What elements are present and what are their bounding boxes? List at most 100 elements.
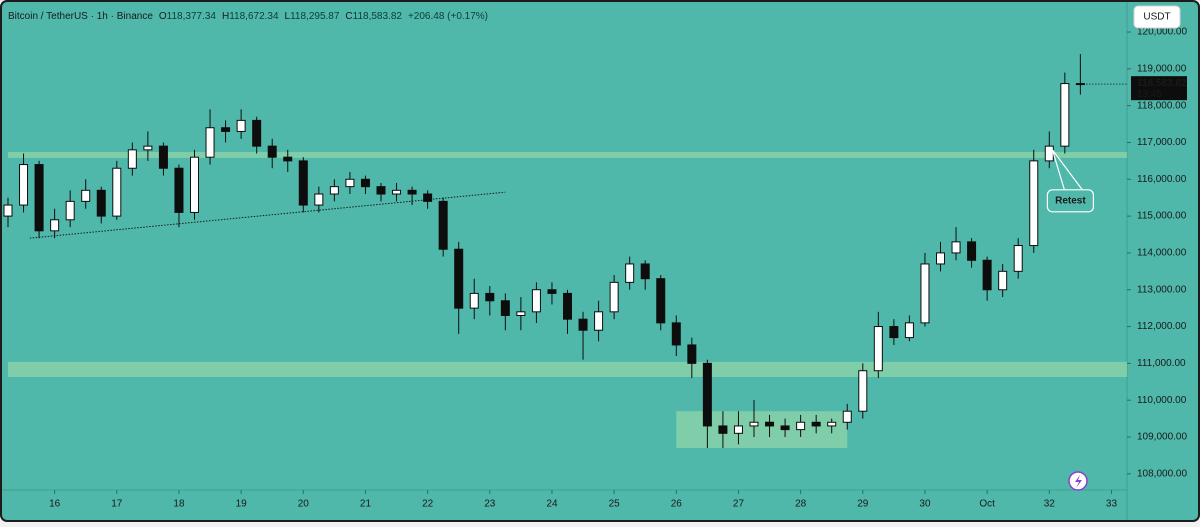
candle-body — [733, 425, 743, 434]
y-tick-label: 117,000.00 — [1137, 137, 1187, 148]
candle-body — [765, 421, 775, 427]
y-tick-label: 111,000.00 — [1137, 358, 1186, 369]
x-tick-label: 16 — [49, 499, 61, 510]
candle-body — [438, 200, 448, 250]
candle-body — [127, 149, 137, 169]
candle-body — [796, 421, 806, 431]
candles — [3, 54, 1085, 449]
x-tick-label: 19 — [236, 499, 248, 510]
candle-body — [749, 421, 759, 427]
sr-zone — [8, 361, 1127, 377]
axes: 108,000.00 109,000.00 110,000.00 111,000.00… — [49, 27, 1187, 510]
y-tick-label: 109,000.00 — [1137, 432, 1187, 443]
candle-body — [920, 263, 930, 324]
candle-body — [407, 189, 417, 195]
candle-body — [3, 204, 13, 217]
ohlc-value: 118,583.82 — [353, 11, 403, 22]
candle-body — [283, 156, 293, 162]
candle-body — [609, 281, 619, 313]
candle-body — [563, 292, 572, 320]
ohlc-label: H — [222, 11, 229, 22]
y-tick-label: 119,000.00 — [1137, 63, 1187, 74]
x-tick-label: 32 — [1044, 499, 1056, 510]
x-tick-label: 26 — [671, 499, 683, 510]
x-tick-label: 17 — [111, 499, 123, 510]
candle-body — [423, 193, 433, 202]
candle-body — [34, 164, 44, 232]
candle-body — [594, 311, 604, 331]
symbol: Bitcoin / TetherUS · 1h · Binance — [8, 11, 153, 22]
y-tick-label: 110,000.00 — [1137, 395, 1187, 406]
candle-body — [702, 362, 712, 427]
candle-body — [329, 186, 339, 195]
candle-body — [656, 278, 666, 324]
candle-body — [780, 425, 790, 431]
x-tick-label: 28 — [795, 499, 807, 510]
y-tick-label: 118,000.00 — [1137, 100, 1187, 111]
currency-button[interactable] — [1133, 5, 1181, 29]
callout-text: Retest — [1055, 195, 1086, 206]
candle-body — [454, 248, 464, 309]
candle-body — [1060, 83, 1070, 147]
candle-body — [205, 127, 215, 158]
candle-body — [936, 252, 945, 265]
last-price-tag — [1131, 76, 1187, 101]
candle-body — [578, 318, 588, 331]
candle-body — [267, 145, 277, 158]
x-tick-label: 20 — [298, 499, 310, 510]
candle-body — [889, 326, 899, 339]
y-tick-label: 116,000.00 — [1137, 174, 1187, 185]
candle-body — [827, 421, 837, 427]
candle-body — [998, 270, 1008, 291]
callout-pointer — [1051, 149, 1083, 191]
currency-label[interactable]: USDT — [1143, 12, 1170, 23]
x-tick-label: 22 — [422, 499, 434, 510]
change: +206.48 (+0.17%) — [408, 11, 488, 22]
candle-body — [143, 145, 153, 151]
x-tick-label: 21 — [360, 499, 372, 510]
candle-body — [298, 160, 308, 206]
range-box — [676, 411, 848, 449]
candle-body — [345, 178, 355, 188]
last-price-label: 118,583.82 — [1137, 78, 1187, 89]
ohlc-label: O — [159, 11, 167, 22]
ohlc-value: 118,377.34 — [167, 11, 217, 22]
candle-body — [65, 200, 75, 221]
countdown: 13:45 — [1137, 89, 1162, 100]
candle-body — [718, 425, 728, 434]
candle-body — [252, 119, 262, 147]
candle-body — [1044, 145, 1054, 162]
x-tick-label: 24 — [546, 499, 558, 510]
candle-body — [500, 300, 510, 316]
candle-body — [873, 326, 883, 372]
candle-body — [811, 421, 821, 427]
candle-body — [671, 322, 681, 346]
x-tick-label: 25 — [609, 499, 621, 510]
candle-body — [469, 292, 479, 309]
candle-body — [19, 164, 29, 206]
lightning-icon — [1075, 475, 1082, 488]
candle-body — [904, 322, 914, 339]
candle-body — [158, 145, 168, 169]
ohlc-label: L — [285, 11, 291, 22]
x-tick-label: 23 — [484, 499, 496, 510]
y-tick-label: 114,000.00 — [1137, 248, 1187, 259]
candle-body — [485, 292, 495, 302]
candle-body — [190, 156, 199, 213]
candle-body — [50, 219, 60, 232]
candle-body — [81, 189, 91, 202]
candle-body — [314, 193, 324, 206]
sr-zone — [8, 152, 1127, 158]
x-tick-label: 30 — [919, 499, 931, 510]
candle-body — [221, 127, 231, 132]
callout-box — [1046, 189, 1095, 213]
candle-body — [236, 119, 246, 132]
y-tick-label: 108,000.00 — [1137, 468, 1187, 479]
candle-body — [842, 410, 852, 423]
candle-body — [858, 370, 868, 412]
candle-body — [982, 259, 992, 291]
candle-body — [1013, 245, 1023, 272]
y-tick-label: 115,000.00 — [1137, 211, 1187, 222]
